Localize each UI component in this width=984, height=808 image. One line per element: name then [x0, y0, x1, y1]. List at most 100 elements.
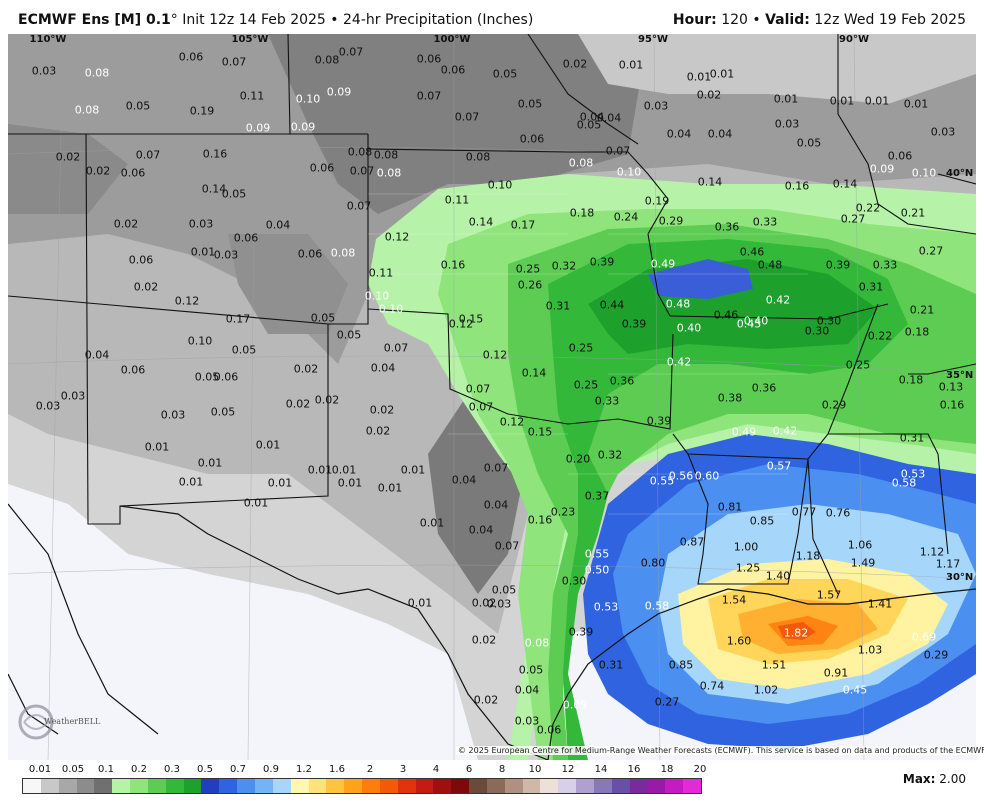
- precip-value-label: 0.07: [483, 461, 509, 475]
- precip-value-label: 0.32: [551, 259, 577, 273]
- init-time: Init 12z 14 Feb 2025: [182, 12, 326, 28]
- precip-value-label: 1.49: [850, 556, 876, 570]
- precip-value-label: 0.30: [561, 574, 587, 588]
- precip-value-label: 0.02: [113, 217, 139, 231]
- precip-value-label: 0.77: [791, 505, 817, 519]
- precip-value-label: 0.12: [482, 348, 508, 362]
- precip-value-label: 0.01: [243, 496, 269, 510]
- precip-value-label: 0.24: [613, 210, 639, 224]
- precip-value-label: 0.10: [295, 92, 321, 106]
- precip-value-label: 0.27: [840, 212, 866, 226]
- lat-label-30n: 30°N: [946, 572, 974, 583]
- precip-value-label: 0.25: [845, 358, 871, 372]
- precip-value-label: 0.01: [331, 463, 357, 477]
- precip-value-label: 0.45: [842, 683, 868, 697]
- colorbar-tick: 0.01: [28, 764, 52, 775]
- precip-value-label: 0.02: [85, 164, 111, 178]
- precip-value-label: 0.08: [524, 636, 550, 650]
- colorbar-tick: 3: [399, 764, 407, 775]
- precip-value-label: 0.10: [187, 334, 213, 348]
- precip-value-label: 0.21: [900, 206, 926, 220]
- precip-value-label: 0.46: [713, 308, 739, 322]
- precip-value-label: 0.01: [618, 58, 644, 72]
- colorbar-swatch: [629, 779, 648, 793]
- valid-label: Valid:: [765, 12, 810, 28]
- precip-value-label: 1.54: [721, 593, 747, 607]
- colorbar-swatch: [683, 779, 702, 793]
- precip-value-label: 0.85: [668, 658, 694, 672]
- precip-value-label: 0.31: [545, 299, 571, 313]
- colorbar-swatch: [594, 779, 612, 793]
- precip-value-label: 0.27: [654, 695, 680, 709]
- lon-label-105w: 105°W: [231, 34, 269, 45]
- precip-value-label: 0.03: [643, 99, 669, 113]
- precip-value-label: 0.14: [521, 366, 547, 380]
- colorbar-swatch: [611, 779, 630, 793]
- colorbar-swatch: [112, 779, 131, 793]
- precip-value-label: 0.05: [492, 67, 518, 81]
- precip-value-label: 0.07: [465, 382, 491, 396]
- precip-value-label: 0.07: [338, 45, 364, 59]
- precip-value-label: 0.39: [825, 258, 851, 272]
- colorbar-swatch: [647, 779, 666, 793]
- precip-value-label: 0.10: [616, 165, 642, 179]
- precip-value-label: 0.55: [649, 474, 675, 488]
- precip-value-label: 0.02: [55, 150, 81, 164]
- precip-value-label: 0.56: [668, 469, 694, 483]
- precip-value-label: 0.04: [483, 498, 509, 512]
- precip-value-label: 0.36: [609, 374, 635, 388]
- precip-value-label: 1.25: [735, 561, 761, 575]
- precip-value-label: 0.12: [499, 415, 525, 429]
- precip-value-label: 0.02: [314, 393, 340, 407]
- precip-value-label: 0.08: [84, 66, 110, 80]
- precip-value-label: 1.82: [783, 626, 809, 640]
- colorbar-swatch: [665, 779, 684, 793]
- precip-value-label: 0.03: [213, 248, 239, 262]
- separator-bullet-2: •: [752, 12, 761, 28]
- precip-value-label: 0.21: [909, 303, 935, 317]
- precip-value-label: 0.17: [225, 312, 251, 326]
- precip-value-label: 0.05: [491, 583, 517, 597]
- precip-value-label: 0.03: [160, 408, 186, 422]
- precip-value-label: 0.03: [930, 125, 956, 139]
- precip-value-label: 0.06: [309, 161, 335, 175]
- colorbar-swatch: [219, 779, 238, 793]
- precip-value-label: 0.01: [144, 440, 170, 454]
- precip-value-label: 0.06: [887, 149, 913, 163]
- colorbar-tick: 2: [366, 764, 374, 775]
- precip-value-label: 0.01: [709, 67, 735, 81]
- colorbar-tick: 4: [432, 764, 440, 775]
- precip-value-label: 0.15: [458, 312, 484, 326]
- precip-value-label: 0.09: [290, 120, 316, 134]
- colorbar-swatch: [183, 779, 202, 793]
- precip-value-label: 0.02: [133, 280, 159, 294]
- colorbar-tick: 18: [660, 764, 674, 775]
- precip-value-label: 0.06: [519, 132, 545, 146]
- precip-value-label: 0.27: [918, 244, 944, 258]
- precip-value-label: 0.11: [444, 193, 470, 207]
- precip-value-label: 0.02: [365, 424, 391, 438]
- degree-sign: °: [170, 12, 178, 28]
- precip-value-label: 0.16: [939, 398, 965, 412]
- precip-value-label: 0.05: [210, 405, 236, 419]
- precip-value-label: 0.06: [536, 723, 562, 737]
- precip-value-label: 0.58: [644, 599, 670, 613]
- precip-value-label: 0.15: [527, 425, 553, 439]
- precip-value-label: 0.02: [293, 362, 319, 376]
- precip-value-label: 0.18: [898, 373, 924, 387]
- logo-text: WeatherBELL: [44, 717, 101, 726]
- map-header: ECMWF Ens [M] 0.1° Init 12z 14 Feb 2025 …: [0, 0, 984, 34]
- precip-value-label: 0.36: [751, 381, 777, 395]
- model-title: ECMWF Ens [M] 0.1° Init 12z 14 Feb 2025 …: [18, 12, 533, 28]
- precip-value-label: 1.00: [733, 540, 759, 554]
- precip-value-label: 0.01: [178, 475, 204, 489]
- precip-value-label: 0.33: [872, 258, 898, 272]
- colorbar-swatch: [486, 779, 505, 793]
- precip-value-label: 0.02: [285, 397, 311, 411]
- colorbar-swatch: [58, 779, 77, 793]
- colorbar-swatch: [40, 779, 59, 793]
- precip-value-label: 0.53: [900, 467, 926, 481]
- precip-value-label: 0.03: [188, 217, 214, 231]
- precip-value-label: 0.04: [451, 473, 477, 487]
- colorbar-tick: 10: [528, 764, 542, 775]
